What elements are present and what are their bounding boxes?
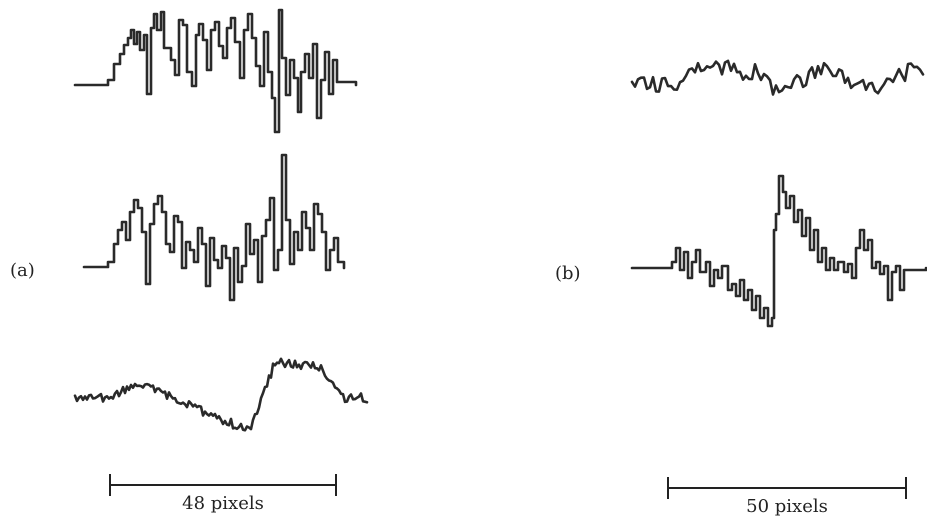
panel-a-scale-bar: 48 pixels [109,474,337,514]
panel-b-scale-bar: 50 pixels [667,477,907,517]
panel-b-scale-label: 50 pixels [746,496,828,517]
panel-a-trace-3 [73,357,369,432]
panel-b-label: (b) [555,263,581,284]
panel-a: (a) 48 pixels [10,8,369,514]
panel-a-label: (a) [10,260,35,281]
panel-b: (b) 50 pixels [555,59,927,517]
panel-b-trace-1 [630,59,925,96]
panel-a-trace-2 [82,153,346,302]
panel-a-scale-label: 48 pixels [182,493,264,514]
panel-a-trace-1 [73,8,358,134]
panel-b-trace-2 [630,174,927,328]
